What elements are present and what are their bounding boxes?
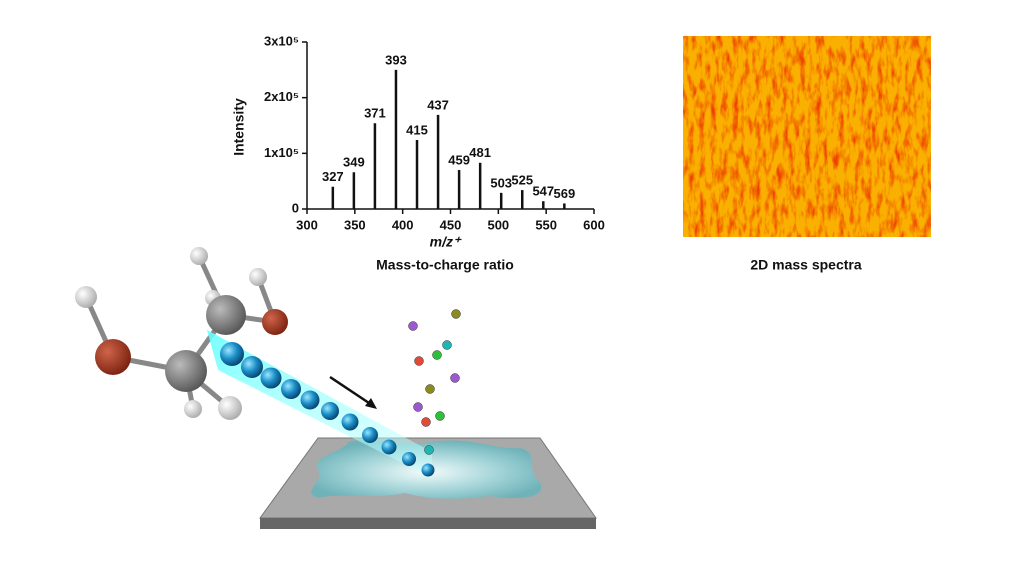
arrow xyxy=(329,375,373,407)
droplet xyxy=(341,413,359,431)
peak-label: 569 xyxy=(553,186,575,201)
y-axis-label: Intensity xyxy=(231,98,247,156)
peak-label: 503 xyxy=(490,175,512,190)
droplet xyxy=(241,356,263,378)
plate-edge xyxy=(260,518,596,529)
peak-label: 437 xyxy=(427,97,449,112)
atom-c xyxy=(206,295,246,335)
droplet xyxy=(402,452,416,466)
x-tick-label: 450 xyxy=(440,217,462,232)
ion xyxy=(408,321,418,331)
ion xyxy=(414,356,424,366)
droplet xyxy=(220,342,244,366)
atom-o xyxy=(95,339,131,375)
droplet xyxy=(421,463,435,477)
x-tick-label: 600 xyxy=(583,217,605,232)
ion xyxy=(450,373,460,383)
ion xyxy=(451,309,461,319)
atom-c xyxy=(165,350,207,392)
chart-caption: Mass-to-charge ratio xyxy=(376,257,514,273)
heatmap-caption: 2D mass spectra xyxy=(750,257,862,273)
droplets xyxy=(220,342,435,477)
ion xyxy=(421,417,431,427)
droplet xyxy=(260,367,282,389)
x-tick-label: 350 xyxy=(344,217,366,232)
atom-h xyxy=(218,396,242,420)
peak-label: 415 xyxy=(406,122,428,137)
peak-label: 547 xyxy=(532,184,554,199)
y-tick-label: 0 xyxy=(292,200,299,215)
droplet xyxy=(281,379,301,399)
ions xyxy=(408,309,461,455)
ion xyxy=(413,402,423,412)
atom-o xyxy=(262,309,288,335)
ion xyxy=(435,411,445,421)
peak-label: 481 xyxy=(469,145,491,160)
x-tick-label: 500 xyxy=(487,217,509,232)
atom-h xyxy=(249,268,267,286)
y-tick-label: 3x10⁵ xyxy=(264,33,299,48)
y-tick-label: 1x10⁵ xyxy=(264,145,299,160)
peak-label: 349 xyxy=(343,155,365,170)
atom-h xyxy=(190,247,208,265)
ion xyxy=(424,445,434,455)
peak-label: 393 xyxy=(385,52,407,67)
droplet xyxy=(300,390,320,410)
droplet xyxy=(381,439,397,455)
chart: 0 1x10⁵ 2x10⁵ 3x10⁵ 300 350 400 450 500 550 600 327… xyxy=(264,33,605,232)
arrow-head xyxy=(365,398,377,409)
ion xyxy=(432,350,442,360)
peak-label: 459 xyxy=(448,152,470,167)
peak-label: 525 xyxy=(511,173,533,188)
heatmap-noise xyxy=(683,36,931,237)
peak-label: 327 xyxy=(322,169,344,184)
droplet xyxy=(321,402,339,420)
atom-h xyxy=(184,400,202,418)
y-tick-label: 2x10⁵ xyxy=(264,89,299,104)
ion xyxy=(425,384,435,394)
beam xyxy=(207,330,432,478)
droplet xyxy=(362,427,378,443)
atom-h xyxy=(75,286,97,308)
ion xyxy=(442,340,452,350)
peak-label: 371 xyxy=(364,106,386,121)
x-tick-label: 400 xyxy=(392,217,414,232)
x-axis-label: m/z⁺ xyxy=(430,234,462,250)
x-tick-label: 550 xyxy=(535,217,557,232)
x-tick-label: 300 xyxy=(296,217,318,232)
